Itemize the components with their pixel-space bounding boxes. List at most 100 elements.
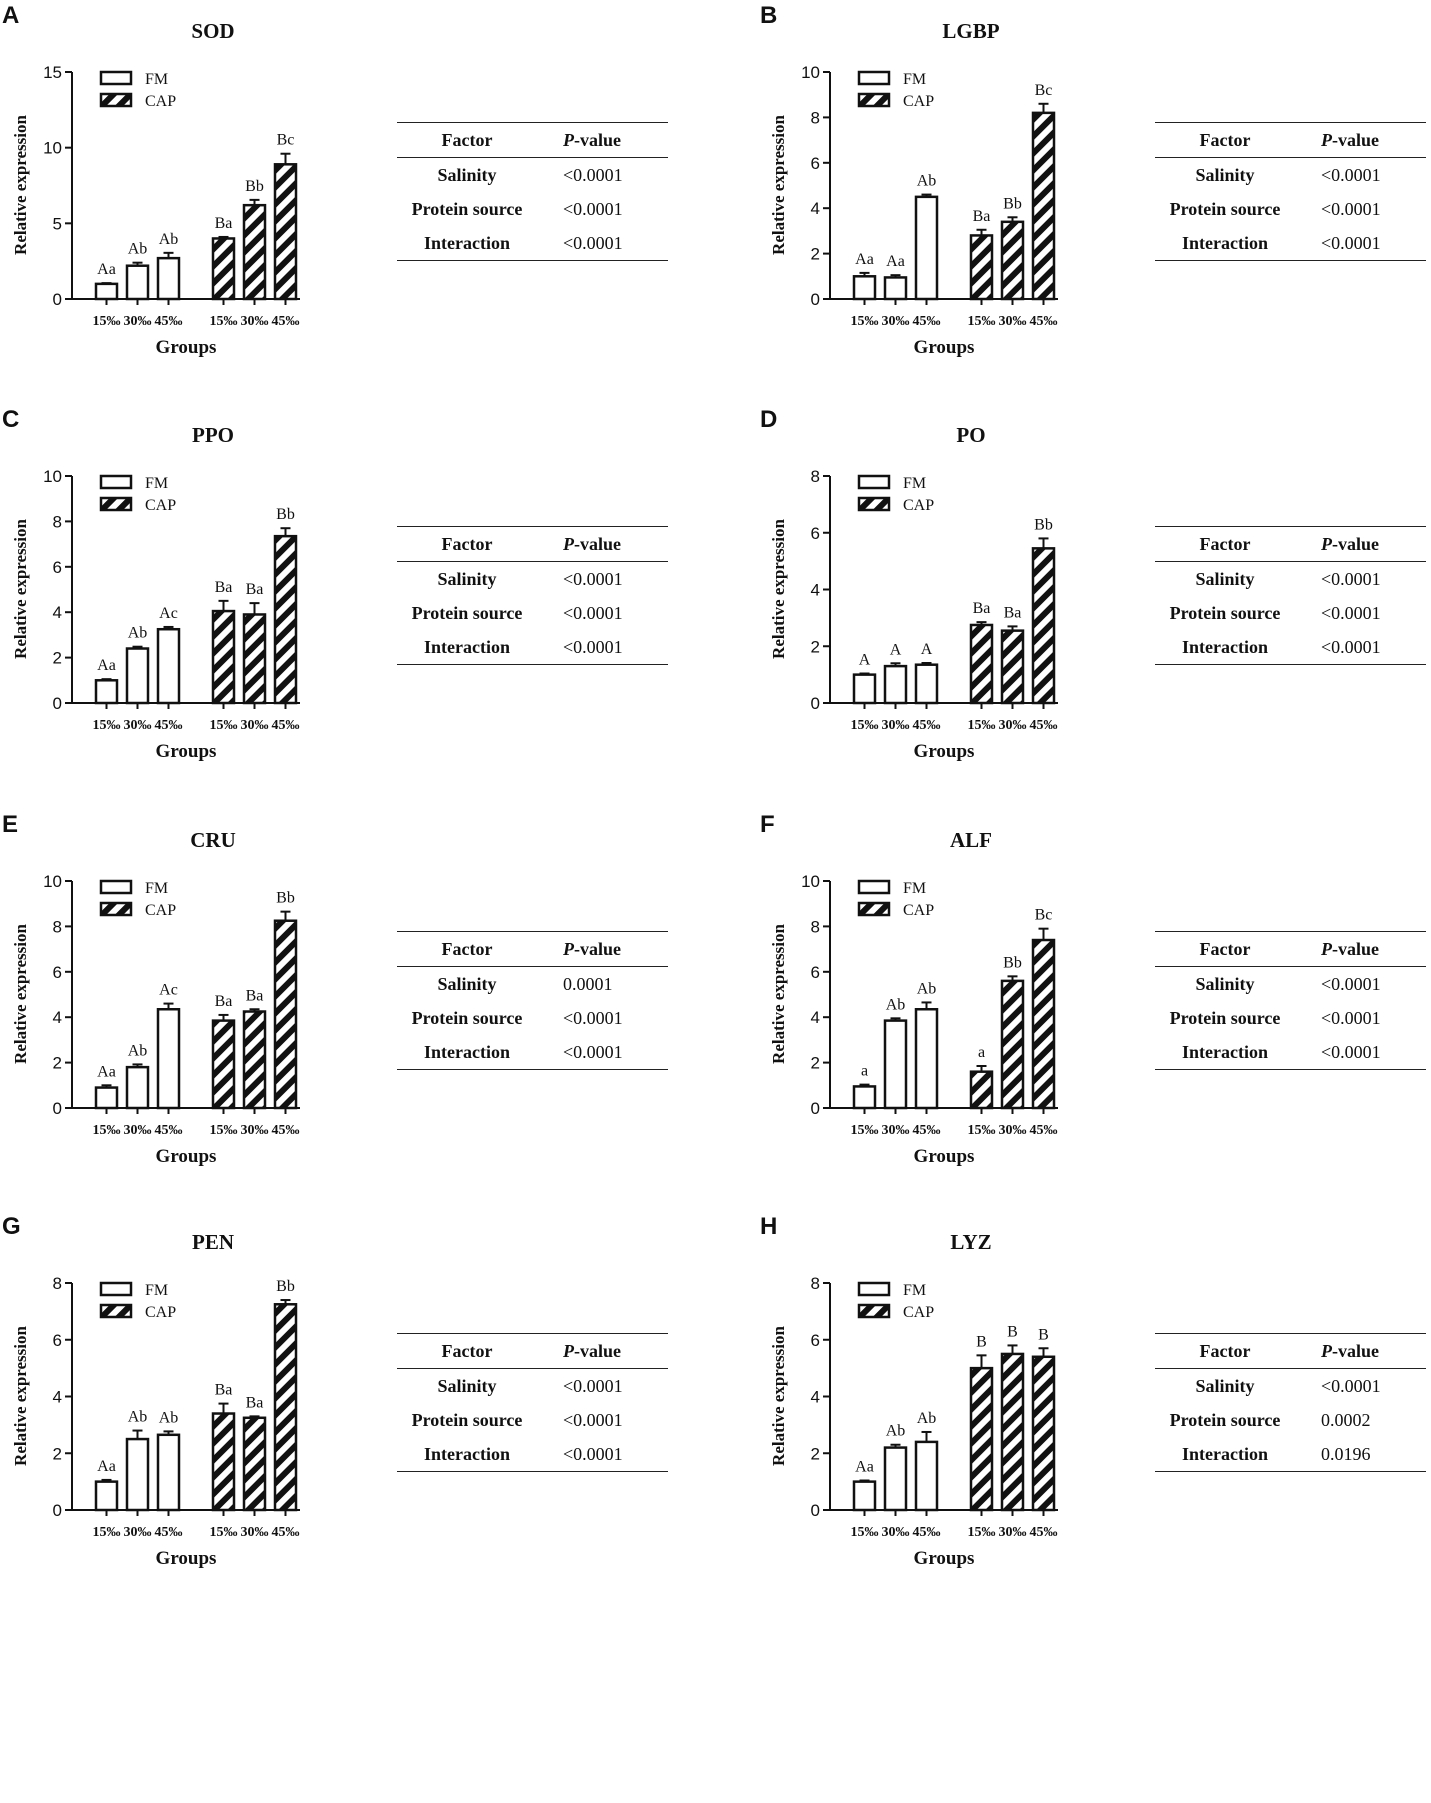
bar-cap xyxy=(1031,938,1056,1110)
pvalue-header-italic: P xyxy=(563,1340,574,1361)
stats-row: Salinity <0.0001 xyxy=(1155,562,1426,596)
stats-table-header: Factor P-value xyxy=(397,1334,668,1369)
x-tick-label: 45‰ xyxy=(1030,1123,1058,1138)
bar-fm xyxy=(94,1480,119,1512)
bar-chart: LGBP 0 2 4 6 8 10 Relative expression Aa 15‰ Aa 30‰… xyxy=(769,19,1058,358)
legend-swatch-cap xyxy=(99,1303,133,1319)
pvalue-header-italic: P xyxy=(1321,1340,1332,1361)
y-axis-label: Relative expression xyxy=(769,518,788,658)
factor-cell: Salinity xyxy=(1195,973,1255,994)
y-tick-label: 0 xyxy=(53,1099,62,1118)
pvalue-header-italic: P xyxy=(563,533,574,554)
factor-cell: Interaction xyxy=(424,1041,510,1062)
x-tick-label: 45‰ xyxy=(913,1123,941,1138)
y-axis-label: Relative expression xyxy=(11,923,30,1063)
y-tick-label: 8 xyxy=(811,1274,820,1293)
y-tick-label: 4 xyxy=(811,581,820,600)
bar-chart: ALF 0 2 4 6 8 10 Relative expression a 15‰ Ab 30‰ Ab… xyxy=(769,828,1058,1167)
significance-label: Bc xyxy=(1035,907,1053,924)
stats-row: Salinity <0.0001 xyxy=(1155,967,1426,1001)
x-axis-label: Groups xyxy=(914,1548,975,1569)
factor-cell: Protein source xyxy=(1169,198,1281,219)
significance-label: Ab xyxy=(917,1410,937,1427)
x-tick-label: 45‰ xyxy=(272,1123,300,1138)
factor-header: Factor xyxy=(1199,938,1251,959)
significance-label: Aa xyxy=(97,657,116,674)
pvalue-cell: <0.0001 xyxy=(563,198,623,219)
legend-label-cap: CAP xyxy=(903,93,934,110)
legend-label-fm: FM xyxy=(145,71,168,88)
factor-header: Factor xyxy=(441,1340,493,1361)
stats-row: Protein source <0.0001 xyxy=(1155,192,1426,226)
factor-header: Factor xyxy=(1199,1340,1251,1361)
x-axis-label: Groups xyxy=(914,337,975,358)
significance-label: Ab xyxy=(128,1042,148,1059)
stats-row: Protein source <0.0001 xyxy=(397,1403,668,1437)
bar-cap xyxy=(211,237,236,301)
stats-row: Protein source <0.0001 xyxy=(397,1001,668,1035)
legend-label-fm: FM xyxy=(145,880,168,897)
pvalue-header: P-value xyxy=(1295,534,1426,555)
x-tick-label: 30‰ xyxy=(882,1123,910,1138)
bar-cap xyxy=(273,163,298,301)
x-tick-label: 45‰ xyxy=(155,718,183,733)
x-tick-label: 30‰ xyxy=(241,314,269,329)
pvalue-cell: <0.0001 xyxy=(563,1409,623,1430)
chart-title: CRU xyxy=(190,828,236,852)
pvalue-cell: <0.0001 xyxy=(563,1443,623,1464)
stats-row: Interaction <0.0001 xyxy=(397,226,668,260)
bar-fm xyxy=(94,679,119,705)
pvalue-header-rest: -value xyxy=(1332,533,1379,554)
stats-table-header: Factor P-value xyxy=(397,932,668,967)
pvalue-header-italic: P xyxy=(563,129,574,150)
factor-header: Factor xyxy=(441,129,493,150)
panel-letter: E xyxy=(2,811,19,838)
pvalue-header: P-value xyxy=(537,534,668,555)
stats-row: Protein source <0.0001 xyxy=(397,192,668,226)
x-tick-label: 30‰ xyxy=(241,1525,269,1540)
stats-table: Factor P-value Salinity <0.0001 Protein … xyxy=(1155,526,1426,665)
x-tick-label: 45‰ xyxy=(155,1525,183,1540)
x-tick-label: 30‰ xyxy=(882,718,910,733)
y-axis-label: Relative expression xyxy=(769,114,788,254)
significance-label: Bb xyxy=(245,178,264,195)
x-tick-label: 45‰ xyxy=(272,1525,300,1540)
significance-label: Bb xyxy=(276,890,295,907)
bar-fm xyxy=(883,276,908,301)
bar-fm xyxy=(125,1065,150,1110)
pvalue-header-rest: -value xyxy=(574,938,621,959)
bar-chart: LYZ 0 2 4 6 8 Relative expression Aa 15‰ Ab 30‰ Ab 4… xyxy=(769,1230,1058,1569)
factor-cell: Protein source xyxy=(1169,1007,1281,1028)
legend-label-cap: CAP xyxy=(903,902,934,919)
stats-row: Interaction 0.0196 xyxy=(1155,1437,1426,1471)
bar-fm xyxy=(852,673,877,705)
factor-header: Factor xyxy=(441,938,493,959)
x-tick-label: 15‰ xyxy=(851,1525,879,1540)
pvalue-header-rest: -value xyxy=(1332,129,1379,150)
pvalue-cell: <0.0001 xyxy=(563,1007,623,1028)
significance-label: a xyxy=(861,1063,868,1080)
y-tick-label: 6 xyxy=(811,1331,820,1350)
factor-cell: Protein source xyxy=(411,602,523,623)
bar-cap xyxy=(1031,111,1056,301)
y-tick-label: 2 xyxy=(53,1444,62,1463)
factor-cell: Salinity xyxy=(1195,568,1255,589)
bar-cap xyxy=(242,203,267,301)
significance-label: Aa xyxy=(855,251,874,268)
chart-title: LGBP xyxy=(942,19,999,43)
stats-table-header: Factor P-value xyxy=(1155,932,1426,967)
factor-cell: Interaction xyxy=(424,636,510,657)
chart-panel-pen: G Factor P-value Salinity <0.0001 Protei… xyxy=(0,1211,715,1661)
significance-label: Aa xyxy=(886,253,905,270)
chart-title: LYZ xyxy=(950,1230,991,1254)
x-axis-label: Groups xyxy=(156,337,217,358)
bar-cap xyxy=(1000,220,1025,301)
stats-row: Salinity 0.0001 xyxy=(397,967,668,1001)
chart-panel-alf: F Factor P-value Salinity <0.0001 Protei… xyxy=(758,809,1431,1259)
y-tick-label: 8 xyxy=(53,1274,62,1293)
stats-row: Salinity <0.0001 xyxy=(397,158,668,192)
bar-fm xyxy=(852,1085,877,1110)
bar-fm xyxy=(883,1446,908,1512)
significance-label: Ba xyxy=(1004,604,1022,621)
x-tick-label: 15‰ xyxy=(968,1123,996,1138)
